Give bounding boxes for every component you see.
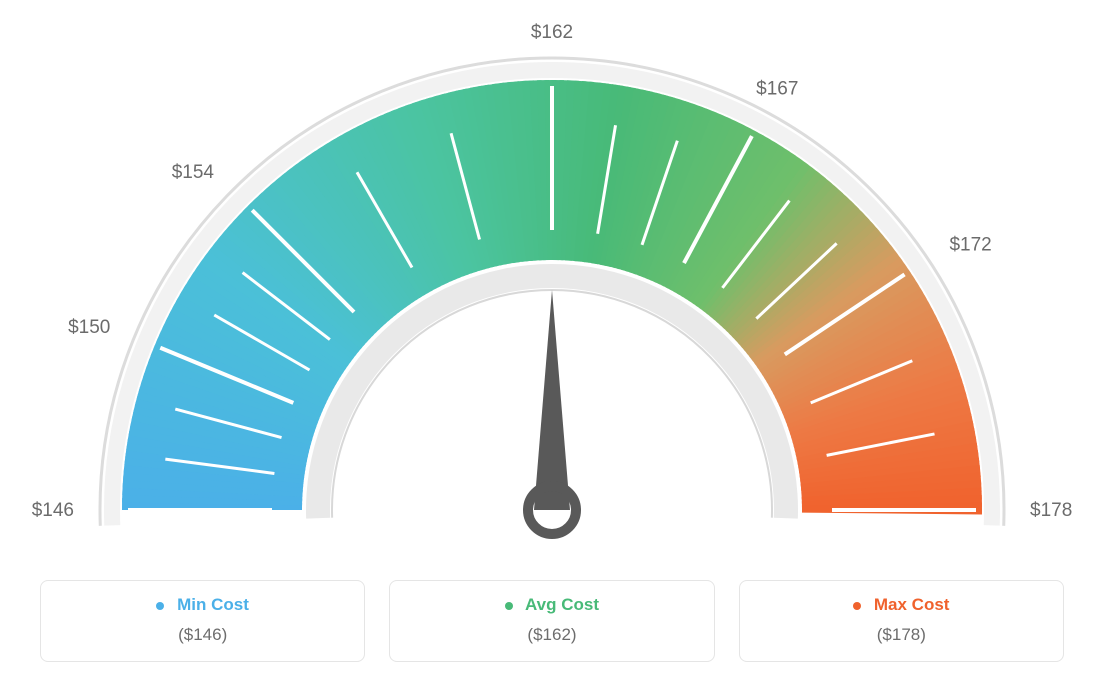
legend-card-min: Min Cost ($146) xyxy=(40,580,365,662)
legend-card-max: Max Cost ($178) xyxy=(739,580,1064,662)
legend-value-max: ($178) xyxy=(740,625,1063,645)
legend-dot-max xyxy=(853,602,861,610)
gauge-area: $146 $150 $154 $162 $167 $172 $178 xyxy=(0,0,1104,560)
legend-label-max: Max Cost xyxy=(740,595,1063,615)
gauge-tick-label: $162 xyxy=(531,22,573,43)
gauge-svg: $146 $150 $154 $162 $167 $172 $178 xyxy=(0,0,1104,560)
legend-dot-min xyxy=(156,602,164,610)
gauge-tick-label: $154 xyxy=(172,162,215,183)
gauge-tick-label: $178 xyxy=(1030,500,1072,521)
legend-value-min: ($146) xyxy=(41,625,364,645)
legend-card-avg: Avg Cost ($162) xyxy=(389,580,714,662)
gauge-chart-container: $146 $150 $154 $162 $167 $172 $178 Min Cost ($… xyxy=(0,0,1104,690)
legend-value-avg: ($162) xyxy=(390,625,713,645)
legend-label-min-text: Min Cost xyxy=(177,595,249,614)
legend-label-max-text: Max Cost xyxy=(874,595,950,614)
legend-label-avg-text: Avg Cost xyxy=(525,595,599,614)
legend-label-avg: Avg Cost xyxy=(390,595,713,615)
gauge-tick-label: $172 xyxy=(949,234,991,255)
gauge-tick-label: $167 xyxy=(756,78,798,99)
gauge-tick-label: $146 xyxy=(32,500,74,521)
gauge-needle xyxy=(534,290,570,510)
legend-dot-avg xyxy=(505,602,513,610)
legend-row: Min Cost ($146) Avg Cost ($162) Max Cost… xyxy=(40,580,1064,662)
legend-label-min: Min Cost xyxy=(41,595,364,615)
gauge-tick-label: $150 xyxy=(68,317,110,338)
